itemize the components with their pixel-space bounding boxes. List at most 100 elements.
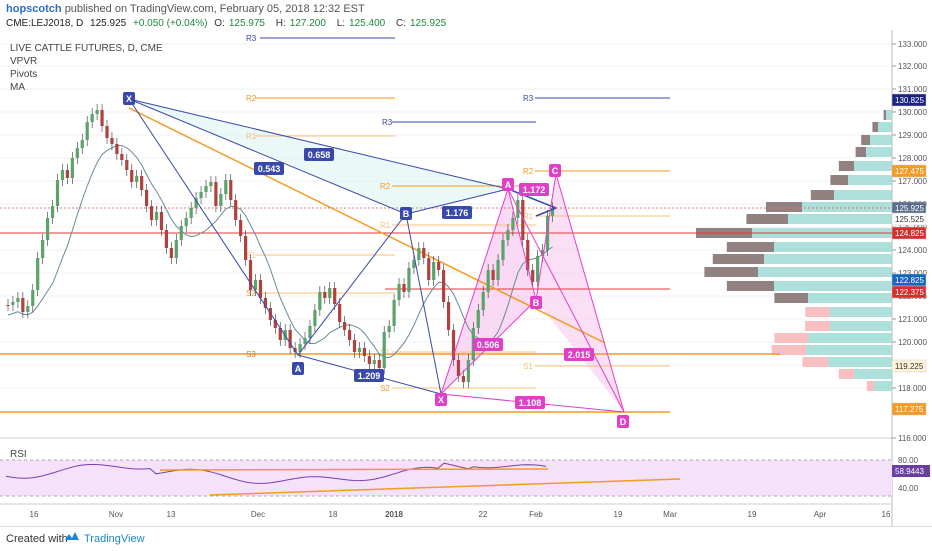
candle	[412, 260, 416, 268]
pivot-label: R1	[246, 132, 257, 141]
price-tag-label: 122.375	[895, 288, 924, 297]
candle	[506, 230, 510, 240]
candle	[11, 302, 15, 305]
candle	[95, 110, 99, 114]
candle	[125, 160, 129, 170]
candle	[328, 288, 332, 298]
indicator-rsi[interactable]: RSI	[10, 449, 27, 460]
candle	[41, 240, 45, 258]
svg-text:B: B	[403, 209, 410, 219]
candle	[343, 322, 347, 330]
pattern-label[interactable]: 0.506	[473, 338, 503, 351]
symbol-label[interactable]: CME:LEJ2018, D	[6, 18, 84, 29]
candle	[466, 360, 470, 382]
candle	[55, 180, 60, 206]
indicator-ma[interactable]: MA	[10, 82, 25, 93]
candle	[451, 330, 456, 360]
harmonic-pattern-1[interactable]	[128, 98, 557, 395]
price-tag: 122.825	[891, 273, 927, 287]
trend-line[interactable]	[128, 107, 606, 344]
pivot-label: R2	[246, 94, 257, 103]
candle	[159, 212, 164, 230]
author-link[interactable]: hopscotch	[6, 3, 62, 15]
pattern-label[interactable]: D	[617, 415, 629, 428]
pattern-label[interactable]: A	[502, 178, 514, 191]
rsi-band	[0, 460, 892, 496]
time-tick-label: 2018	[385, 510, 403, 519]
publish-text: published on TradingView.com, February 0…	[64, 3, 365, 15]
pivot-label: S2	[380, 384, 390, 393]
pattern-label[interactable]: 1.209	[354, 369, 384, 382]
price-tick-label: 129.000	[898, 131, 927, 140]
candle	[338, 304, 342, 322]
pattern-label[interactable]: X	[123, 92, 135, 105]
candle	[313, 310, 317, 326]
pattern-label[interactable]: 1.108	[515, 396, 545, 409]
candle	[100, 110, 104, 126]
pattern-label[interactable]: 1.176	[442, 206, 472, 219]
candle	[347, 330, 352, 340]
candle	[377, 360, 381, 368]
candle	[219, 194, 223, 206]
price-tick-label: 124.000	[898, 246, 927, 255]
rsi-support[interactable]	[209, 478, 681, 496]
price-tick-label: 120.000	[898, 338, 927, 347]
candle	[120, 154, 124, 160]
rsi-resistance[interactable]	[159, 468, 549, 471]
price-tag: 125.925	[891, 201, 927, 215]
candle	[224, 180, 228, 194]
indicator-vpvr[interactable]: VPVR	[10, 56, 38, 67]
candle	[140, 176, 144, 190]
rsi-tick-label: 80.00	[898, 456, 919, 465]
svg-text:B: B	[533, 298, 540, 308]
candle	[526, 240, 530, 270]
time-tick-label: Dec	[251, 510, 265, 519]
svg-text:1.209: 1.209	[358, 371, 381, 381]
candle	[372, 360, 376, 364]
chart-canvas[interactable]: R3R2R3R3R1R2R2R1S1S2S1S2S3R1S1 XABXABCD0…	[0, 30, 932, 526]
candle	[437, 262, 441, 270]
candle	[85, 122, 89, 140]
pattern-label[interactable]: X	[435, 393, 447, 406]
candle	[234, 200, 238, 220]
indicator-symbol[interactable]: LIVE CATTLE FUTURES, D, CME	[10, 43, 163, 54]
candle	[476, 310, 480, 328]
pivot-label: R2	[380, 182, 391, 191]
pattern-label[interactable]: 0.658	[304, 148, 334, 161]
candle	[214, 182, 218, 206]
candle	[184, 218, 188, 226]
candle	[496, 260, 500, 280]
candle	[6, 305, 10, 306]
pattern-label[interactable]: B	[400, 207, 412, 220]
candle	[456, 360, 461, 376]
pivot-label: R1	[523, 212, 534, 221]
candle	[110, 138, 114, 144]
pivot-label: R3	[246, 34, 257, 43]
candle	[204, 186, 208, 192]
candle	[229, 180, 233, 200]
candle	[179, 226, 183, 240]
candle	[75, 148, 79, 158]
pattern-label[interactable]: 0.543	[254, 162, 284, 175]
price-tag-label: 125.525	[895, 215, 924, 224]
pattern-label[interactable]: 1.172	[519, 183, 549, 196]
tradingview-brand[interactable]: TradingView	[84, 533, 145, 545]
pattern-label[interactable]: C	[549, 164, 561, 177]
low-value: L: 125.400	[336, 18, 386, 29]
indicator-pivots[interactable]: Pivots	[10, 69, 38, 80]
pattern-label[interactable]: 2.015	[564, 348, 594, 361]
candle	[481, 292, 485, 310]
pattern-label[interactable]: B	[530, 296, 542, 309]
candle	[149, 206, 154, 220]
candle	[145, 190, 149, 206]
svg-text:0.506: 0.506	[477, 340, 500, 350]
price-tick-label: 123.000	[898, 269, 927, 278]
svg-text:1.172: 1.172	[523, 185, 546, 195]
price-change: +0.050 (+0.04%)	[132, 18, 208, 29]
pattern-label[interactable]: A	[292, 362, 304, 375]
candle	[323, 292, 327, 298]
price-tick-label: 128.000	[898, 154, 927, 163]
price-tag-label: 130.825	[895, 96, 924, 105]
candle	[70, 158, 74, 178]
tradingview-logo-icon[interactable]	[64, 530, 80, 544]
